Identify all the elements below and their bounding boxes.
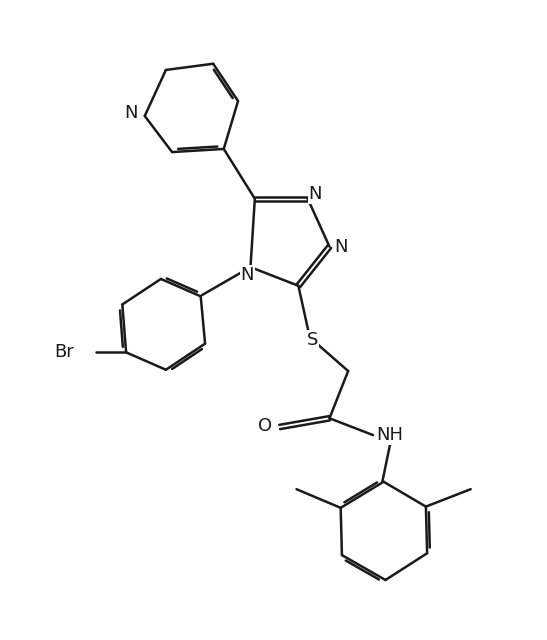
Text: N: N — [334, 237, 347, 255]
Text: N: N — [241, 266, 254, 284]
Text: N: N — [124, 104, 137, 122]
Text: N: N — [309, 185, 322, 203]
Text: NH: NH — [376, 426, 403, 444]
Text: Br: Br — [55, 343, 74, 362]
Text: O: O — [258, 417, 272, 435]
Text: S: S — [306, 331, 318, 349]
